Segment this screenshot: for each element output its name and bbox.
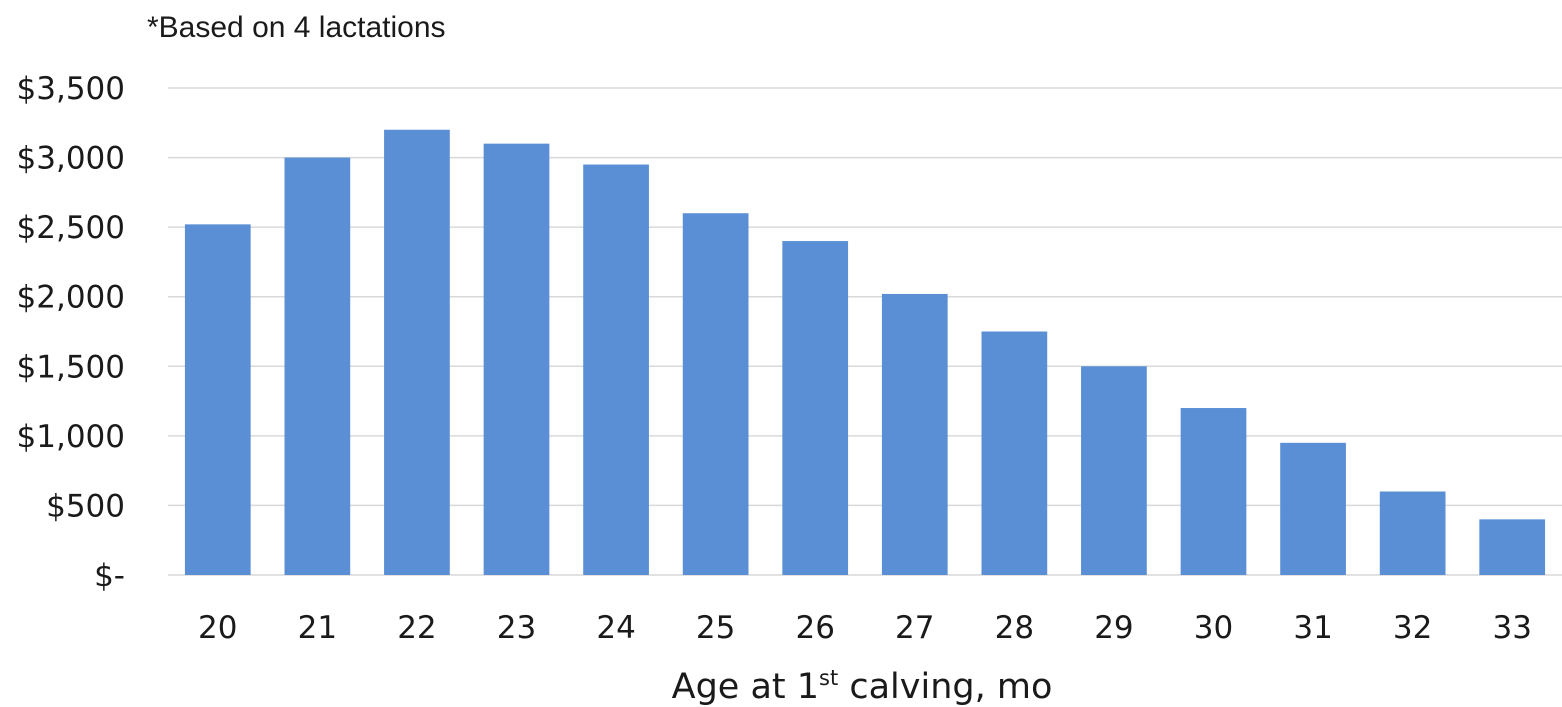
x-tick-label: 23 [497, 610, 536, 646]
x-tick-label: 22 [397, 610, 436, 646]
x-tick-label: 24 [596, 610, 635, 646]
y-tick-label: $3,000 [17, 141, 125, 177]
x-tick-label: 32 [1393, 610, 1432, 646]
bar-24 [583, 164, 649, 575]
y-axis-ticks: $- $500 $1,000 $1,500 $2,000 $2,500 $3,000 $3,5… [17, 71, 125, 594]
bar-22 [384, 129, 450, 575]
bar-28 [981, 331, 1048, 575]
bar-20 [184, 224, 251, 576]
y-tick-label: $- [94, 558, 125, 594]
x-tick-label: 21 [298, 610, 337, 646]
bar-33 [1479, 519, 1546, 575]
x-axis-label-superscript: st [819, 666, 838, 690]
x-tick-label: 29 [1094, 610, 1133, 646]
bar-21 [284, 157, 351, 576]
bar-26 [782, 241, 849, 576]
y-tick-label: $3,500 [17, 71, 125, 107]
bar-29 [1081, 366, 1147, 575]
x-tick-label: 31 [1293, 610, 1332, 646]
bar-25 [682, 213, 749, 575]
x-tick-label: 25 [696, 610, 735, 646]
bar-27 [881, 293, 948, 575]
bar-31 [1280, 442, 1346, 575]
chart-subtitle: *Based on 4 lactations [147, 11, 446, 44]
gridlines [168, 87, 1562, 576]
bars [184, 129, 1546, 576]
bar-30 [1180, 408, 1247, 575]
bar-32 [1379, 491, 1446, 575]
y-tick-label: $2,000 [17, 280, 125, 316]
bar-23 [483, 143, 550, 575]
y-tick-label: $1,000 [17, 419, 125, 455]
x-axis-ticks: 20 21 22 23 24 25 26 27 28 29 30 31 32 33 [198, 610, 1532, 646]
x-tick-label: 30 [1194, 610, 1233, 646]
y-tick-label: $500 [46, 488, 125, 524]
x-tick-label: 27 [895, 610, 934, 646]
x-tick-label: 26 [795, 610, 834, 646]
x-tick-label: 20 [198, 610, 237, 646]
x-tick-label: 28 [995, 610, 1034, 646]
x-axis-label-prefix: Age at 1 [672, 667, 819, 707]
y-tick-label: $1,500 [17, 349, 125, 385]
x-tick-label: 33 [1492, 610, 1531, 646]
x-axis-label: Age at 1st calving, mo [672, 666, 1053, 707]
y-tick-label: $2,500 [17, 210, 125, 246]
x-axis-label-suffix: calving, mo [838, 667, 1052, 707]
